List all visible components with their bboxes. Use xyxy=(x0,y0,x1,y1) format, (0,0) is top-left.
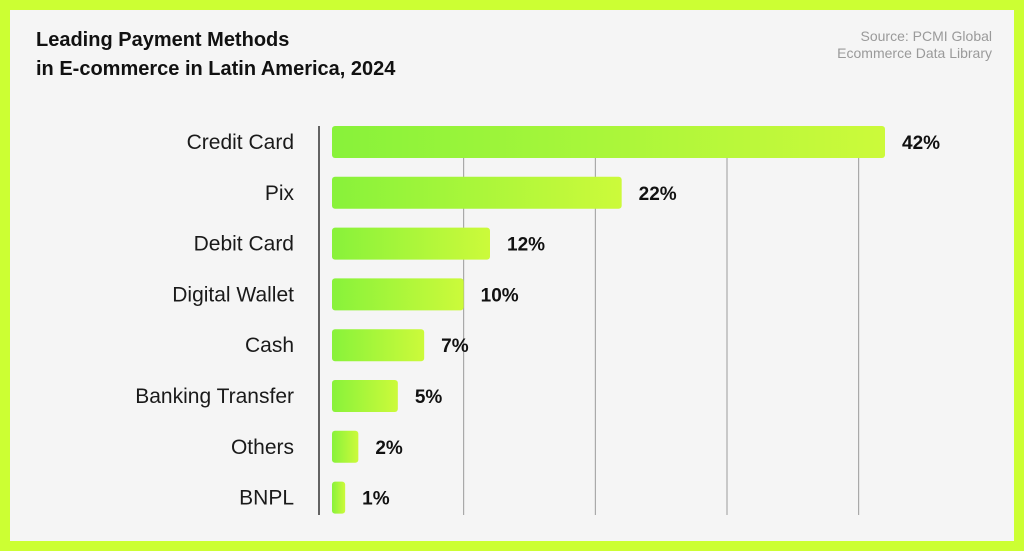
category-label: Digital Wallet xyxy=(172,283,294,306)
source-line1: Source: PCMI Global xyxy=(860,28,993,44)
category-label: Debit Card xyxy=(194,233,294,256)
chart-title: Leading Payment Methods in E-commerce in… xyxy=(36,26,395,84)
category-label: Pix xyxy=(265,182,295,205)
value-label: 22% xyxy=(639,184,677,205)
bar-digital-wallet xyxy=(332,278,464,311)
value-label: 5% xyxy=(415,387,443,408)
category-label: BNPL xyxy=(239,487,294,510)
source-note: Source: PCMI Global Ecommerce Data Libra… xyxy=(837,28,992,62)
value-label: 2% xyxy=(375,438,403,459)
bar-cash xyxy=(332,329,425,362)
bar-bnpl xyxy=(332,481,346,514)
value-label: 12% xyxy=(507,235,545,256)
value-label: 7% xyxy=(441,336,469,357)
value-label: 10% xyxy=(481,285,519,306)
bar-others xyxy=(332,430,359,463)
category-label: Cash xyxy=(245,334,294,357)
chart-frame xyxy=(10,10,1014,541)
bar-pix xyxy=(332,176,622,209)
value-label: 1% xyxy=(362,489,390,510)
category-label: Credit Card xyxy=(187,131,294,154)
category-label: Banking Transfer xyxy=(135,385,294,408)
chart-title-line1: Leading Payment Methods xyxy=(36,29,290,51)
bar-credit-card xyxy=(332,126,885,158)
chart-title-line2: in E-commerce in Latin America, 2024 xyxy=(36,58,396,80)
bar-debit-card xyxy=(332,227,490,260)
category-labels: Credit Card Pix Debit Card Digital Wallet Ca… xyxy=(135,131,294,510)
bar-banking-transfer xyxy=(332,380,398,412)
category-label: Others xyxy=(231,436,294,459)
value-labels: 42% 22% 12% 10% 7% 5% 2% 1% xyxy=(362,133,940,510)
value-label: 42% xyxy=(902,133,940,154)
bars xyxy=(332,126,885,514)
source-line2: Ecommerce Data Library xyxy=(837,45,992,61)
